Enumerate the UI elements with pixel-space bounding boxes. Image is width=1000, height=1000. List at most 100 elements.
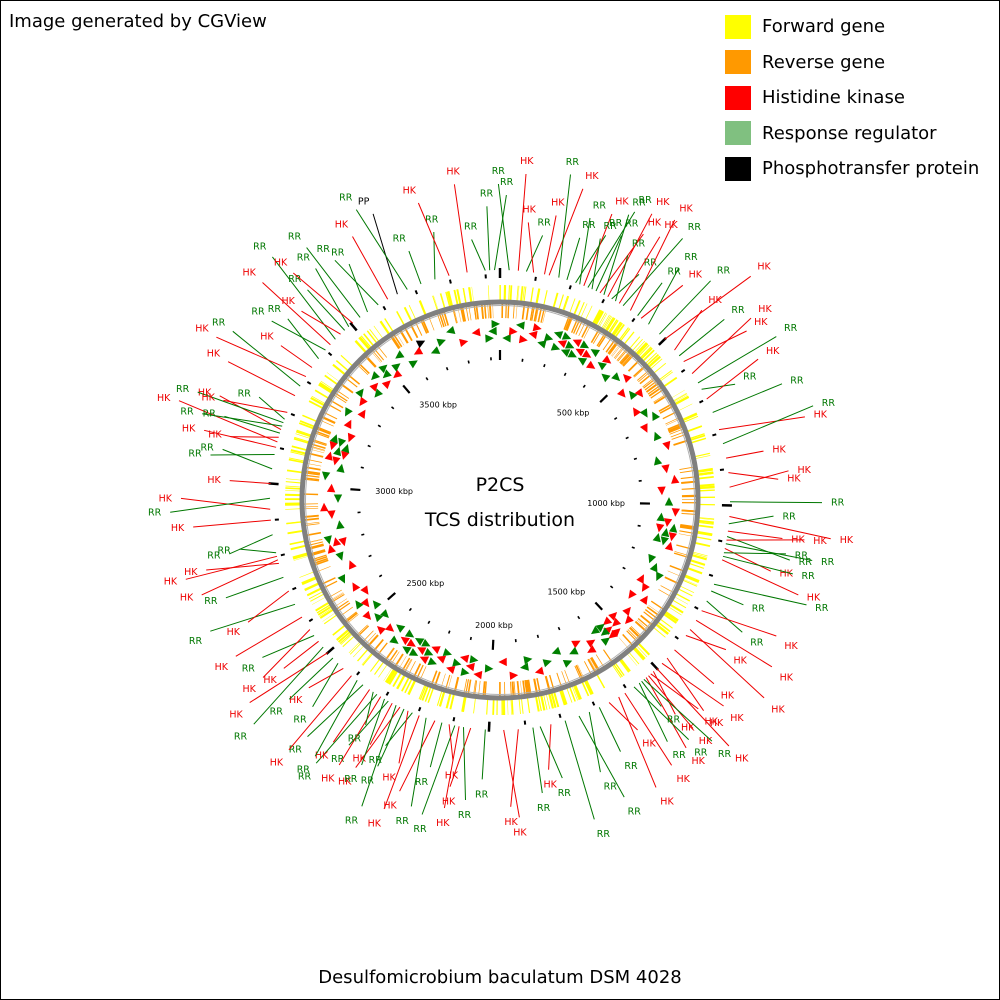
forward-gene-mark: [419, 685, 427, 700]
tcs-glyph: [611, 628, 621, 637]
forward-gene-mark: [462, 288, 466, 304]
reverse-gene-mark: [365, 356, 376, 368]
reverse-gene-mark: [617, 350, 628, 362]
feature-callout-line: [453, 184, 468, 273]
tcs-glyph: [608, 629, 618, 639]
forward-gene-mark: [445, 693, 451, 709]
feature-label: RR: [815, 603, 829, 614]
reverse-gene-mark: [473, 680, 476, 695]
reverse-gene-mark: [434, 671, 441, 686]
forward-gene-mark: [418, 300, 427, 315]
feature-label: HK: [446, 166, 460, 177]
feature-label: RR: [688, 222, 702, 233]
reverse-gene-mark: [646, 606, 659, 616]
feature-callout-line: [648, 267, 680, 325]
reverse-gene-mark: [484, 681, 487, 696]
forward-gene-mark: [357, 649, 368, 662]
forward-gene-mark: [310, 397, 325, 407]
feature-callout-line: [348, 263, 368, 313]
feature-label: HK: [321, 774, 335, 785]
reverse-gene-mark: [317, 426, 332, 434]
feature-label: HK: [710, 718, 724, 729]
feature-callout-line: [355, 209, 408, 290]
feature-label: RR: [566, 157, 580, 168]
tcs-glyph: [634, 388, 644, 398]
forward-gene-mark: [632, 338, 643, 351]
feature-label: HK: [708, 295, 722, 306]
feature-callout-line: [548, 188, 584, 276]
tcs-glyph: [656, 523, 665, 533]
reverse-gene-mark: [627, 629, 638, 640]
feature-callout-line: [695, 619, 773, 668]
forward-gene-mark: [674, 394, 688, 403]
feature-label: RR: [176, 384, 190, 395]
forward-gene-mark: [659, 370, 672, 380]
forward-gene-mark: [699, 489, 715, 491]
tcs-glyph: [333, 537, 342, 547]
scale-tick: [469, 636, 472, 641]
feature-label: RR: [458, 810, 472, 821]
tcs-glyph: [347, 432, 356, 443]
feature-label: RR: [684, 252, 698, 263]
tcs-glyph: [629, 390, 638, 400]
feature-callout-line: [729, 516, 831, 540]
feature-callout-line: [701, 610, 777, 637]
feature-callout-line: [674, 309, 703, 351]
feature-callouts: RRRRRRRRHKRRHKHKHKRRRRRRRRHKRRRRRRHKRRHK…: [148, 156, 854, 840]
forward-gene-mark: [358, 336, 371, 350]
feature-callout-line: [579, 217, 591, 285]
tcs-glyph: [349, 560, 357, 570]
tcs-glyph: [636, 574, 644, 584]
reverse-gene-mark: [390, 336, 400, 350]
forward-gene-mark: [628, 652, 640, 665]
reverse-gene-mark: [681, 513, 696, 515]
feature-label: RR: [212, 318, 226, 329]
feature-callout-line: [725, 543, 813, 561]
tcs-glyph: [320, 502, 329, 512]
reverse-gene-mark: [420, 666, 427, 680]
feature-label: HK: [772, 445, 786, 456]
tcs-glyph: [571, 640, 581, 649]
tcs-glyph: [649, 563, 658, 573]
feature-callout-line: [283, 640, 319, 669]
feature-label: HK: [159, 493, 173, 504]
position-tick: [382, 305, 387, 311]
feature-label: HK: [229, 709, 243, 720]
feature-callout-line: [678, 319, 725, 357]
feature-callout-line: [197, 391, 284, 424]
tcs-glyph: [400, 636, 410, 646]
forward-gene-mark: [337, 631, 351, 643]
tcs-glyph: [625, 615, 634, 624]
feature-position-ticks: [268, 268, 732, 732]
forward-gene-mark: [295, 433, 310, 439]
feature-callout-line: [377, 708, 405, 767]
tcs-glyph: [639, 408, 648, 418]
forward-gene-mark: [369, 328, 380, 342]
feature-callout-line: [558, 174, 571, 278]
tcs-glyph: [374, 388, 383, 398]
feature-label: RR: [475, 789, 489, 800]
reverse-gene-mark: [312, 440, 327, 446]
feature-label: HK: [182, 423, 196, 434]
tcs-glyph: [419, 656, 430, 665]
feature-callout-line: [643, 679, 713, 742]
tcs-glyph: [518, 335, 528, 344]
feature-callout-line: [697, 336, 777, 384]
center-title: P2CS: [476, 474, 525, 496]
reverse-gene-mark: [368, 634, 379, 647]
forward-gene-mark: [603, 316, 613, 330]
feature-label: RR: [189, 636, 203, 647]
feature-callout-line: [706, 358, 759, 400]
position-tick: [308, 618, 314, 623]
forward-gene-mark: [663, 376, 678, 387]
forward-gene-mark: [510, 699, 512, 715]
forward-gene-mark: [645, 352, 658, 364]
reverse-gene-mark: [341, 383, 354, 394]
forward-gene-mark: [536, 696, 540, 712]
tcs-glyph: [427, 657, 437, 665]
reverse-gene-mark: [537, 308, 542, 323]
reverse-gene-mark: [367, 634, 378, 646]
reverse-gene-mark: [336, 600, 349, 610]
tcs-glyph: [669, 523, 678, 533]
feature-callout-line: [178, 400, 278, 443]
